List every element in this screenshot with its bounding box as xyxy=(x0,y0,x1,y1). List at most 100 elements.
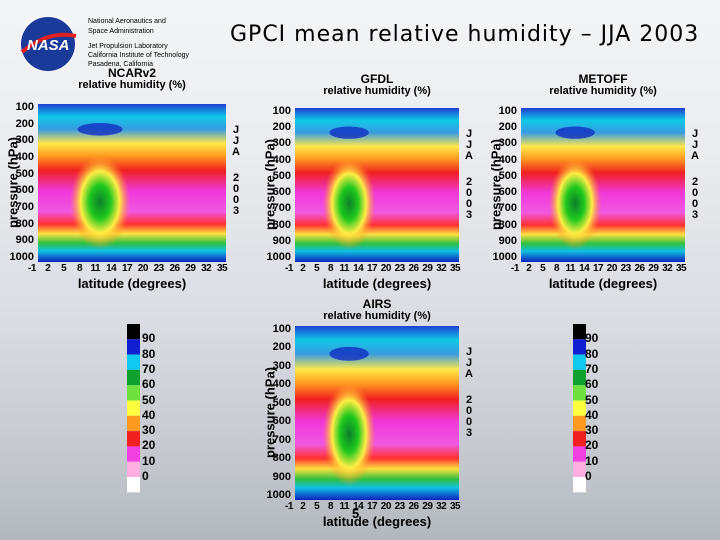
panel-subtitle: relative humidity (%) xyxy=(78,79,186,91)
colorbar-swatch xyxy=(127,446,140,462)
y-tick-label: 1000 xyxy=(492,251,517,263)
x-tick-label: 32 xyxy=(662,263,673,274)
x-tick-label: -1 xyxy=(285,263,293,274)
x-tick-label: 29 xyxy=(185,263,196,274)
y-tick-label: 600 xyxy=(272,415,291,428)
colorbar-swatch xyxy=(573,324,586,340)
y-tick-label: 400 xyxy=(498,153,517,166)
x-tick-label: 29 xyxy=(422,263,433,274)
agency: California Institute of Technology xyxy=(88,52,190,59)
season-label: JJA xyxy=(463,128,475,161)
x-tick-label: 23 xyxy=(394,263,406,274)
x-tick-label: 11 xyxy=(339,263,350,274)
y-tick-label: 900 xyxy=(15,234,34,247)
x-tick-label: 35 xyxy=(449,263,461,274)
x-tick-label: 29 xyxy=(422,501,433,512)
contour-core xyxy=(77,122,123,136)
x-tick-label: -1 xyxy=(285,501,293,512)
y-tick-label: 300 xyxy=(498,137,517,150)
y-tick-label: 300 xyxy=(272,137,291,150)
colorbar-swatch xyxy=(127,400,140,416)
agency: Jet Propulsion Laboratory xyxy=(88,43,168,50)
x-tick-label: -1 xyxy=(28,263,36,274)
x-axis-label: latitude (degrees) xyxy=(322,514,432,529)
colorbar-label: 50 xyxy=(142,392,156,407)
x-tick-label: 23 xyxy=(620,263,632,274)
y-tick-label: 900 xyxy=(272,470,291,483)
y-tick-label: 700 xyxy=(15,201,34,213)
x-tick-label: 35 xyxy=(449,501,461,512)
contour-field xyxy=(295,108,459,262)
x-tick-label: 5 xyxy=(61,263,67,274)
panel-subtitle: relative humidity (%) xyxy=(323,85,431,97)
contour-field xyxy=(38,104,226,262)
y-tick-label: 300 xyxy=(15,134,34,147)
x-tick-label: 26 xyxy=(408,263,419,274)
y-tick-label: 700 xyxy=(272,433,291,446)
x-tick-label: 35 xyxy=(216,263,228,274)
season-label: JJA xyxy=(230,124,242,157)
nasa-logo xyxy=(20,17,77,71)
x-axis-label: latitude (degrees) xyxy=(322,276,432,291)
x-tick-label: 20 xyxy=(380,501,392,512)
colorbar-swatch xyxy=(127,339,140,355)
y-tick-label: 100 xyxy=(272,323,291,335)
y-tick-label: 200 xyxy=(272,121,291,134)
panel-subtitle: relative humidity (%) xyxy=(323,310,431,322)
colorbar-swatch xyxy=(127,415,140,432)
x-tick-label: 17 xyxy=(366,501,378,512)
x-tick-label: 11 xyxy=(565,263,576,274)
colorbar-label: 30 xyxy=(142,423,156,438)
y-tick-label: 600 xyxy=(15,184,34,197)
y-tick-label: 400 xyxy=(272,378,291,391)
y-tick-label: 900 xyxy=(272,234,291,247)
x-tick-label: 14 xyxy=(579,263,590,274)
colorbar-label: 90 xyxy=(585,331,599,346)
x-tick-label: 29 xyxy=(648,263,659,274)
year-label: 2003 xyxy=(689,176,701,220)
colorbar-swatch xyxy=(573,354,586,370)
colorbar-swatch xyxy=(573,385,586,401)
contour-tongue xyxy=(322,381,376,487)
y-tick-label: 100 xyxy=(498,105,517,117)
x-tick-label: 17 xyxy=(592,263,604,274)
y-tick-label: 500 xyxy=(498,169,517,182)
y-tick-label: 500 xyxy=(272,396,291,409)
x-tick-label: 14 xyxy=(106,263,117,274)
colorbar-swatch xyxy=(573,369,586,386)
y-tick-label: 700 xyxy=(498,202,517,215)
x-tick-label: 32 xyxy=(436,263,447,274)
x-tick-label: 32 xyxy=(201,263,212,274)
y-tick-label: 300 xyxy=(272,359,291,372)
colorbar-swatch xyxy=(127,324,140,340)
x-tick-label: 17 xyxy=(121,263,133,274)
colorbar-swatch xyxy=(127,477,140,493)
panel-title: GFDL xyxy=(360,72,394,86)
colorbar-swatch xyxy=(127,385,140,401)
y-tick-label: 800 xyxy=(272,452,291,465)
x-tick-label: 26 xyxy=(169,263,180,274)
year-label: 2003 xyxy=(463,394,475,438)
x-tick-label: 2 xyxy=(300,501,306,512)
contour-core xyxy=(329,126,369,139)
contour-core xyxy=(329,346,369,361)
slide-title: GPCI mean relative humidity – JJA 2003 xyxy=(230,22,700,47)
panel-subtitle: relative humidity (%) xyxy=(549,85,657,97)
colorbar-label: 70 xyxy=(142,361,156,376)
x-tick-label: 2 xyxy=(300,263,306,274)
x-axis-label: latitude (degrees) xyxy=(77,276,187,291)
colorbar-label: 30 xyxy=(585,423,599,438)
y-tick-label: 1000 xyxy=(9,251,34,263)
x-tick-label: 26 xyxy=(634,263,645,274)
x-axis-label: latitude (degrees) xyxy=(548,276,658,291)
y-tick-label: 400 xyxy=(272,153,291,166)
colorbar-swatch xyxy=(573,431,586,447)
y-tick-label: 800 xyxy=(272,218,291,231)
panel-title: NCARv2 xyxy=(107,66,156,80)
x-tick-label: 2 xyxy=(526,263,532,274)
colorbar-swatch xyxy=(127,431,140,447)
contour-field xyxy=(295,326,459,500)
x-tick-label: 8 xyxy=(327,263,334,274)
x-tick-label: 5 xyxy=(540,263,546,274)
